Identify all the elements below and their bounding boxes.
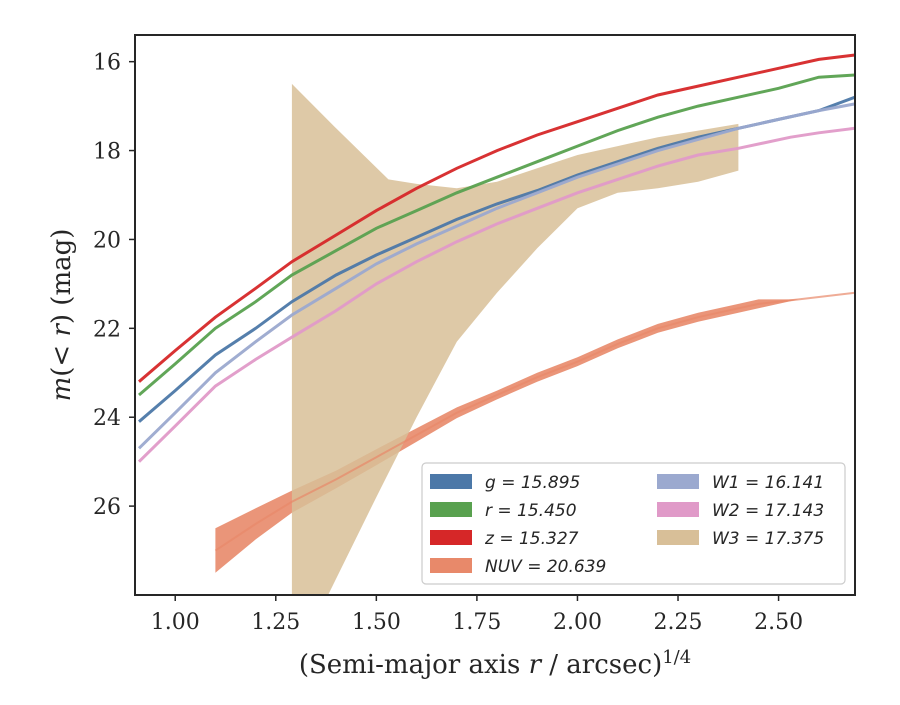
y-tick-label: 24 <box>93 406 121 431</box>
legend-swatch-w1 <box>657 474 699 489</box>
y-tick-label: 16 <box>93 51 121 76</box>
legend-label-nuv: NUV = 20.639 <box>485 557 606 577</box>
y-axis-label: m(< r) (mag) <box>47 229 77 402</box>
legend-swatch-g <box>430 474 472 489</box>
legend: g = 15.895 r = 15.450 z = 15.327 NUV = 20.6… <box>421 462 846 585</box>
x-tick-label: 2.50 <box>754 610 803 635</box>
legend-swatch-w2 <box>657 502 699 517</box>
x-tick-label: 2.00 <box>553 610 602 635</box>
x-tick-label: 1.50 <box>352 610 401 635</box>
legend-label-z: z = 15.327 <box>484 529 579 549</box>
series-w2-line <box>137 126 856 463</box>
y-tick-label: 18 <box>93 140 121 165</box>
legend-swatch-w3 <box>657 530 699 545</box>
x-tick-label: 2.25 <box>654 610 703 635</box>
legend-swatch-nuv <box>430 558 472 573</box>
series-w3-band <box>291 83 739 596</box>
series-z-line <box>138 53 856 383</box>
legend-swatch-r <box>430 502 472 517</box>
x-tick-label: 1.75 <box>452 610 501 635</box>
legend-label-w2: W2 = 17.143 <box>712 501 824 521</box>
series-r-line <box>138 73 856 397</box>
x-axis-label: (Semi-major axis r / arcsec)1/4 <box>299 647 691 680</box>
y-tick-label: 26 <box>93 495 121 520</box>
y-tick-label: 20 <box>93 228 121 253</box>
legend-label-w3: W3 = 17.375 <box>712 529 824 549</box>
x-tick-label: 1.25 <box>251 610 300 635</box>
legend-label-r: r = 15.450 <box>485 501 577 521</box>
y-tick-label: 22 <box>93 317 121 342</box>
legend-label-w1: W1 = 16.141 <box>712 473 824 493</box>
plot-frame <box>134 34 856 596</box>
x-tick-label: 1.00 <box>151 610 200 635</box>
legend-label-g: g = 15.895 <box>485 473 580 493</box>
series-nuv-line <box>214 291 856 552</box>
series-w1-line <box>137 102 856 450</box>
legend-box <box>421 462 846 585</box>
legend-swatch-z <box>430 530 472 545</box>
